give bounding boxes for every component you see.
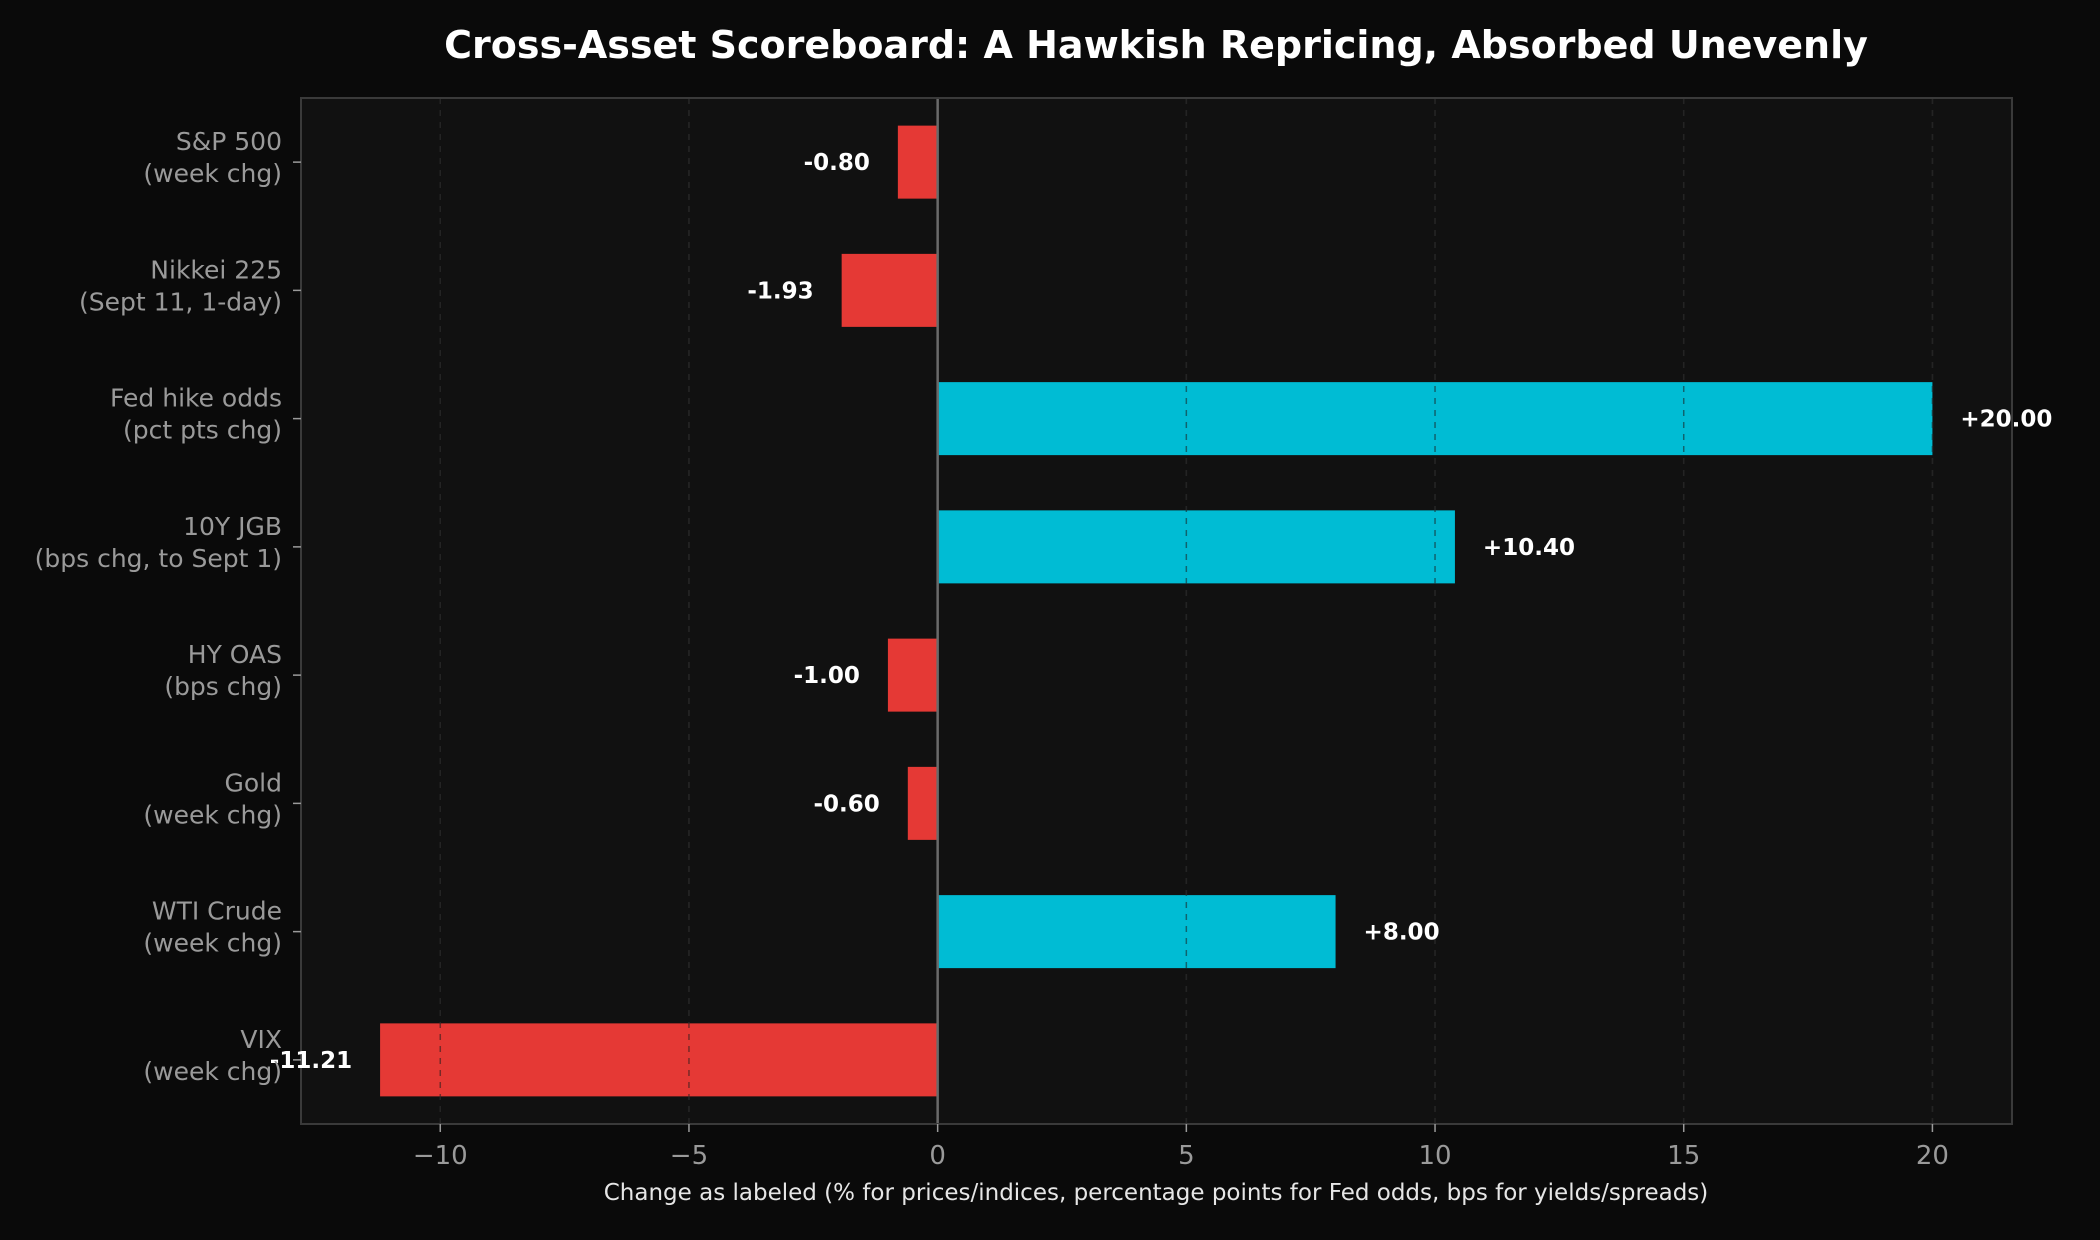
x-tick-label: 0 <box>929 1141 946 1171</box>
value-label: -1.00 <box>794 663 860 689</box>
bar-gold <box>907 766 938 840</box>
bar-nikkei-225 <box>841 253 938 327</box>
value-label: -0.60 <box>814 791 880 817</box>
bar-s-p-500 <box>897 125 938 199</box>
bars <box>380 125 1933 1097</box>
value-label: +8.00 <box>1364 920 1440 946</box>
value-labels: -0.80 -1.93 +20.00 +10.40 -1.00 -0.60 +8.00 -11… <box>270 150 2053 1074</box>
x-axis-label: Change as labeled (% for prices/indices,… <box>604 1180 1709 1206</box>
bar-vix <box>380 1023 938 1097</box>
y-tick-label: Gold <box>225 768 282 797</box>
bar-fed-hike-odds <box>937 382 1933 456</box>
y-tick-label: (week chg) <box>143 929 282 958</box>
x-tick-label: 10 <box>1418 1141 1451 1171</box>
x-tick-label: 5 <box>1178 1141 1195 1171</box>
y-tick-label: (week chg) <box>143 159 282 188</box>
x-tick-label: −10 <box>413 1141 468 1171</box>
y-tick-label: Nikkei 225 <box>150 255 282 284</box>
y-tick-label: (bps chg, to Sept 1) <box>35 544 282 573</box>
x-tick-label: −5 <box>670 1141 708 1171</box>
bar-hy-oas <box>887 638 938 712</box>
y-tick-label: VIX <box>240 1025 282 1054</box>
y-tick-label: (pct pts chg) <box>123 416 282 445</box>
y-tick-label: WTI Crude <box>152 897 282 926</box>
x-gridlines-overlay <box>439 98 1934 1124</box>
value-label: +20.00 <box>1960 407 2052 433</box>
y-tick-label: (week chg) <box>143 1057 282 1086</box>
y-tick-label: HY OAS <box>188 640 282 669</box>
x-tick-label: 20 <box>1916 1141 1949 1171</box>
value-label: -0.80 <box>804 150 870 176</box>
y-tick-label: (week chg) <box>143 800 282 829</box>
chart-title: Cross-Asset Scoreboard: A Hawkish Repric… <box>444 23 1868 67</box>
value-label: -11.21 <box>270 1048 352 1074</box>
y-tick-label: Fed hike odds <box>110 384 282 413</box>
value-label: -1.93 <box>747 278 813 304</box>
bar-wti-crude <box>937 895 1336 969</box>
y-tick-label: (bps chg) <box>164 672 282 701</box>
plot-area <box>301 98 2012 1124</box>
y-axis-ticks: S&P 500 (week chg) Nikkei 225 (Sept 11, 1-d… <box>35 127 301 1086</box>
y-tick-label: S&P 500 <box>176 127 282 156</box>
value-label: +10.40 <box>1483 535 1575 561</box>
x-axis-ticks: −10 −5 0 5 10 15 20 <box>413 1124 1949 1171</box>
y-tick-label: 10Y JGB <box>183 512 282 541</box>
x-tick-label: 15 <box>1667 1141 1700 1171</box>
axes-frame <box>300 97 2013 1125</box>
bar-10y-jgb <box>937 510 1455 584</box>
y-tick-label: (Sept 11, 1-day) <box>79 287 282 316</box>
